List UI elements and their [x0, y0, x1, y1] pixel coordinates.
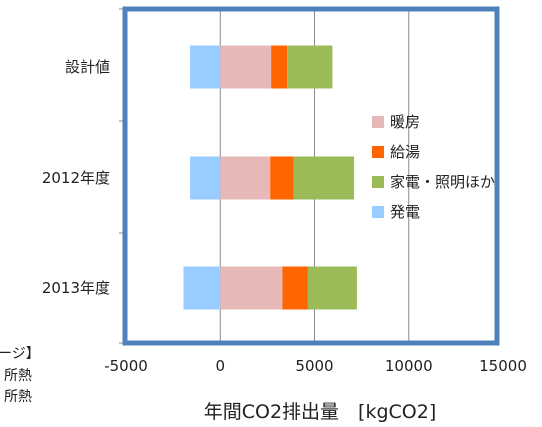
bars	[183, 45, 357, 310]
legend-label-3: 発電	[390, 203, 420, 221]
x-tick-label-2: 5000	[295, 357, 333, 375]
bar-2-1	[282, 266, 308, 310]
category-label-2: 2013年度	[42, 279, 110, 297]
bar-0-3	[190, 45, 221, 89]
legend-label-0: 暖房	[390, 113, 420, 131]
legend-swatch-2	[372, 176, 384, 188]
category-label-1: 2012年度	[42, 169, 110, 187]
x-tick-label-4: 15000	[479, 357, 527, 375]
bar-1-2	[293, 156, 355, 200]
bar-2-0	[220, 266, 283, 310]
bar-2-2	[307, 266, 357, 310]
legend-swatch-1	[372, 146, 384, 158]
note-line-2: 所熱	[4, 389, 32, 405]
legend-label-2: 家電・照明ほか	[390, 173, 495, 191]
plot-area-frame	[122, 6, 500, 346]
category-label-0: 設計値	[65, 58, 110, 76]
bar-2-3	[183, 266, 221, 310]
category-labels: 設計値 2012年度 2013年度	[42, 58, 110, 297]
legend-swatch-3	[372, 206, 384, 218]
note-line-1: 所熱	[4, 368, 32, 384]
legend-label-1: 給湯	[390, 143, 420, 161]
legend-swatch-0	[372, 116, 384, 128]
bar-0-0	[220, 45, 272, 89]
bar-0-1	[271, 45, 288, 89]
x-tick-label-0: -5000	[104, 357, 148, 375]
note-line-0: ージ】	[0, 346, 40, 362]
x-tick-label-1: 0	[215, 357, 225, 375]
x-tick-labels: -5000 0 5000 10000 15000	[104, 357, 527, 375]
bar-1-1	[270, 156, 294, 200]
bar-1-0	[220, 156, 271, 200]
x-axis-label: 年間CO2排出量 [kgCO2]	[204, 401, 437, 423]
bar-1-3	[190, 156, 221, 200]
x-tick-label-3: 10000	[385, 357, 433, 375]
bar-0-2	[287, 45, 333, 89]
